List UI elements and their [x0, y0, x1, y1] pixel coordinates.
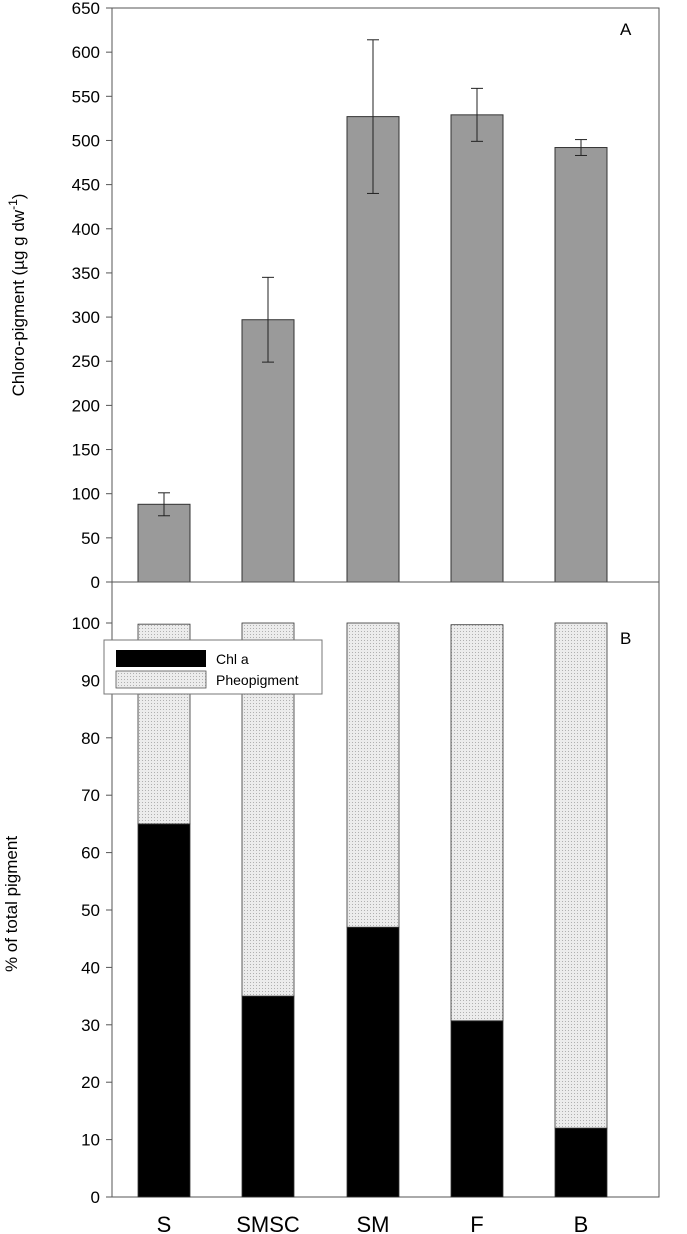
y-tick-label: 250 — [72, 352, 100, 371]
panel-a: 050100150200250300350400450500550600650 … — [6, 0, 660, 592]
y-tick-label: 150 — [72, 441, 100, 460]
panel-a-letter: A — [620, 20, 632, 39]
y-tick-label: 50 — [81, 529, 100, 548]
panel-a-y-axis-title-tail: ) — [9, 194, 28, 200]
bar-b-chl-a-b — [554, 1127, 608, 1198]
legend: Chl a Pheopigment — [103, 639, 323, 695]
bar-a-sm — [346, 116, 400, 583]
panel-a-bars — [137, 39, 608, 583]
y-tick-label: 100 — [72, 485, 100, 504]
y-tick-label: 70 — [81, 786, 100, 805]
bar-a-f — [450, 114, 504, 583]
panel-b-y-ticks: 0 10 20 30 40 50 60 70 80 90 100 — [72, 614, 112, 1207]
bar-b-chl-a-s — [137, 823, 191, 1198]
x-label-b: B — [574, 1212, 589, 1234]
y-tick-label: 550 — [72, 87, 100, 106]
panel-a-y-ticks: 0 50 100 150 200 250 300 350 400 450 500 550 600 650 — [72, 0, 112, 592]
y-tick-label: 60 — [81, 844, 100, 863]
panel-b: 0 10 20 30 40 50 60 70 80 90 100 B % of total pigm… — [2, 581, 660, 1207]
y-tick-label: 0 — [91, 573, 100, 592]
y-tick-label: 600 — [72, 43, 100, 62]
legend-label-pheopigment: Pheopigment — [216, 672, 299, 688]
bar-a-smsc — [241, 319, 295, 583]
y-tick-label: 80 — [81, 729, 100, 748]
x-label-sm: SM — [357, 1212, 390, 1234]
bar-a-b — [554, 147, 608, 583]
y-tick-label: 50 — [81, 901, 100, 920]
x-category-labels: S SMSC SM F B — [157, 1212, 589, 1234]
y-tick-label: 40 — [81, 958, 100, 977]
bar-b-chl-a-sm — [346, 926, 400, 1198]
y-tick-label: 200 — [72, 396, 100, 415]
y-tick-label: 90 — [81, 671, 100, 690]
legend-swatch-pheopigment — [115, 670, 207, 689]
panel-a-y-axis-title-sup: -1 — [6, 199, 20, 210]
x-label-f: F — [470, 1212, 483, 1234]
y-tick-label: 0 — [91, 1188, 100, 1207]
y-tick-label: 100 — [72, 614, 100, 633]
bar-b-pheopigment-b — [554, 622, 608, 1129]
panel-b-y-axis-title: % of total pigment — [2, 836, 21, 972]
x-label-s: S — [157, 1212, 172, 1234]
bar-b-chl-a-f — [450, 1020, 504, 1198]
y-tick-label: 10 — [81, 1131, 100, 1150]
bar-b-pheopigment-f — [450, 624, 504, 1022]
y-tick-label: 20 — [81, 1073, 100, 1092]
y-tick-label: 650 — [72, 0, 100, 18]
legend-label-chl-a: Chl a — [216, 651, 249, 667]
bar-a-s — [137, 503, 191, 583]
y-tick-label: 300 — [72, 308, 100, 327]
y-tick-label: 30 — [81, 1016, 100, 1035]
panel-a-y-axis-title: Chloro-pigment (µg g dw-1) — [6, 194, 28, 397]
y-tick-label: 450 — [72, 176, 100, 195]
bar-b-chl-a-smsc — [241, 995, 295, 1198]
legend-swatch-chl-a — [116, 650, 206, 667]
y-tick-label: 400 — [72, 220, 100, 239]
panel-b-letter: B — [620, 629, 631, 648]
y-tick-label: 500 — [72, 131, 100, 150]
y-tick-label: 350 — [72, 264, 100, 283]
panel-b-bars — [137, 622, 608, 1198]
x-label-smsc: SMSC — [236, 1212, 300, 1234]
bar-b-pheopigment-sm — [346, 622, 400, 928]
panel-a-y-axis-title-main: Chloro-pigment (µg g dw — [9, 209, 28, 396]
